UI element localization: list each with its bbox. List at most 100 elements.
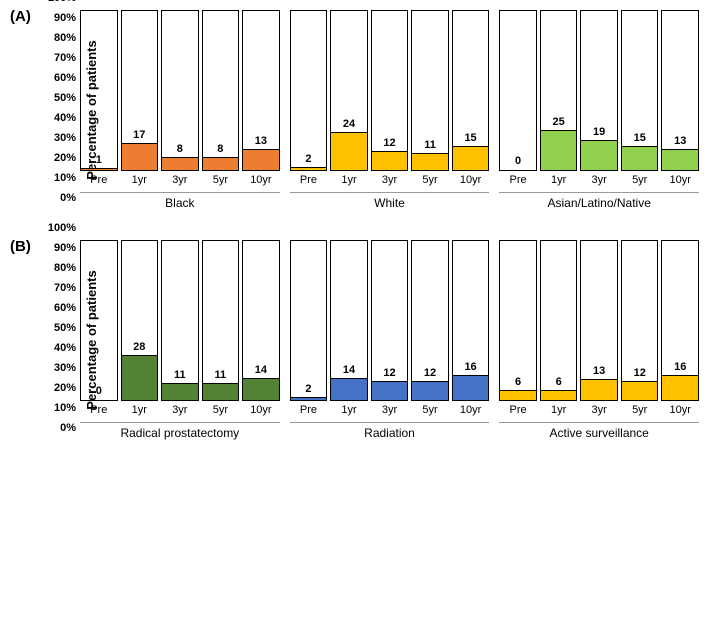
bar: 15 (453, 146, 489, 170)
category-label: Pre (290, 404, 328, 416)
bar-value-label: 12 (383, 367, 395, 379)
bar: 8 (162, 157, 198, 170)
bar: 16 (453, 375, 489, 400)
bar-value-label: 15 (634, 132, 646, 144)
y-tick-label: 50% (42, 322, 76, 334)
bar: 25 (541, 130, 577, 170)
bar-slot: 16 (661, 240, 699, 401)
y-tick-label: 60% (42, 302, 76, 314)
bar-value-label: 19 (593, 126, 605, 138)
bar-value-label: 14 (255, 364, 267, 376)
bar: 12 (622, 381, 658, 400)
category-label: 5yr (202, 174, 240, 186)
bar: 14 (243, 378, 279, 400)
panel-b: (B) Percentage of patients 0%10%20%30%40… (10, 240, 699, 440)
y-tick-label: 90% (42, 242, 76, 254)
chart-a-y-axis: Percentage of patients 0%10%20%30%40%50%… (30, 10, 80, 210)
bar-slot: 28 (121, 240, 159, 401)
bar-value-label: 11 (424, 139, 436, 151)
category-label: Pre (499, 404, 537, 416)
bar-slot: 12 (621, 240, 659, 401)
bar: 11 (412, 153, 448, 170)
category-label: 5yr (411, 404, 449, 416)
bar: 12 (372, 381, 408, 400)
bar-value-label: 13 (593, 365, 605, 377)
category-label: 1yr (121, 174, 159, 186)
category-label: 5yr (621, 174, 659, 186)
bars-row: 1 17 8 8 13 (80, 10, 280, 171)
bar-value-label: 16 (674, 361, 686, 373)
bars-row: 028111114 (80, 240, 280, 401)
bar-slot: 11 (411, 10, 449, 171)
bar-slot: 13 (580, 240, 618, 401)
bar-slot: 12 (371, 240, 409, 401)
category-label: 3yr (371, 174, 409, 186)
y-tick-label: 100% (42, 0, 76, 4)
bar-value-label: 11 (174, 369, 186, 381)
bar-slot: 1 (80, 10, 118, 171)
bar-value-label: 13 (674, 135, 686, 147)
bars-row: 224121115 (290, 10, 490, 171)
bar: 16 (662, 375, 698, 400)
bar-value-label: 2 (305, 153, 311, 165)
bar-value-label: 12 (383, 137, 395, 149)
group-label: White (290, 192, 490, 210)
bar: 13 (662, 149, 698, 170)
bar: 11 (203, 383, 239, 400)
category-label: 3yr (580, 404, 618, 416)
group-label: Radical prostatectomy (80, 422, 280, 440)
category-label: 10yr (452, 174, 490, 186)
bar-value-label: 15 (464, 132, 476, 144)
bar-value-label: 28 (133, 341, 145, 353)
bar-value-label: 25 (553, 116, 565, 128)
bar: 2 (291, 167, 327, 170)
y-tick-label: 40% (42, 342, 76, 354)
bar-value-label: 0 (96, 385, 102, 397)
bar-slot: 12 (371, 10, 409, 171)
y-tick-label: 0% (42, 422, 76, 434)
bar: 12 (412, 381, 448, 400)
bar-slot: 15 (452, 10, 490, 171)
bar-value-label: 1 (96, 154, 102, 166)
category-label: Pre (290, 174, 328, 186)
category-label: 1yr (540, 174, 578, 186)
bar-slot: 19 (580, 10, 618, 171)
bar-slot: 13 (661, 10, 699, 171)
category-label: 3yr (161, 174, 199, 186)
category-label: 5yr (202, 404, 240, 416)
panel-a: (A) Percentage of patients 0%10%20%30%40… (10, 10, 699, 210)
bar-value-label: 13 (255, 135, 267, 147)
chart-a-plot: 1178813Pre1yr3yr5yr10yrBlack224121115Pre… (80, 10, 699, 210)
y-tick-label: 20% (42, 152, 76, 164)
bar: 28 (122, 355, 158, 400)
bar-value-label: 11 (215, 369, 227, 381)
chart-a-y-ticks: 0%10%20%30%40%50%60%70%80%90%100% (42, 10, 80, 210)
bar: 2 (291, 397, 327, 400)
category-label: 10yr (661, 404, 699, 416)
category-labels: Pre1yr3yr5yr10yr (290, 404, 490, 416)
bar-value-label: 0 (515, 155, 521, 167)
bar-value-label: 14 (343, 364, 355, 376)
y-tick-label: 60% (42, 72, 76, 84)
bar-slot: 12 (411, 240, 449, 401)
bar-slot: 0 (80, 240, 118, 401)
category-labels: Pre1yr3yr5yr10yr (80, 404, 280, 416)
bar-slot: 13 (242, 10, 280, 171)
bar-value-label: 8 (217, 143, 223, 155)
bars-row: 66131216 (499, 240, 699, 401)
y-tick-label: 90% (42, 12, 76, 24)
bar: 19 (581, 140, 617, 170)
y-tick-label: 80% (42, 262, 76, 274)
bar-slot: 11 (202, 240, 240, 401)
bar-value-label: 8 (177, 143, 183, 155)
bar-group: 025191513Pre1yr3yr5yr10yrAsian/Latino/Na… (499, 10, 699, 210)
bar-slot: 24 (330, 10, 368, 171)
bar-value-label: 24 (343, 118, 355, 130)
bar-group: 66131216Pre1yr3yr5yr10yrActive surveilla… (499, 240, 699, 440)
bar: 11 (162, 383, 198, 400)
category-label: 3yr (371, 404, 409, 416)
bar-group: 214121216Pre1yr3yr5yr10yrRadiation (290, 240, 490, 440)
category-label: Pre (499, 174, 537, 186)
bar: 17 (122, 143, 158, 170)
bar: 12 (372, 151, 408, 170)
